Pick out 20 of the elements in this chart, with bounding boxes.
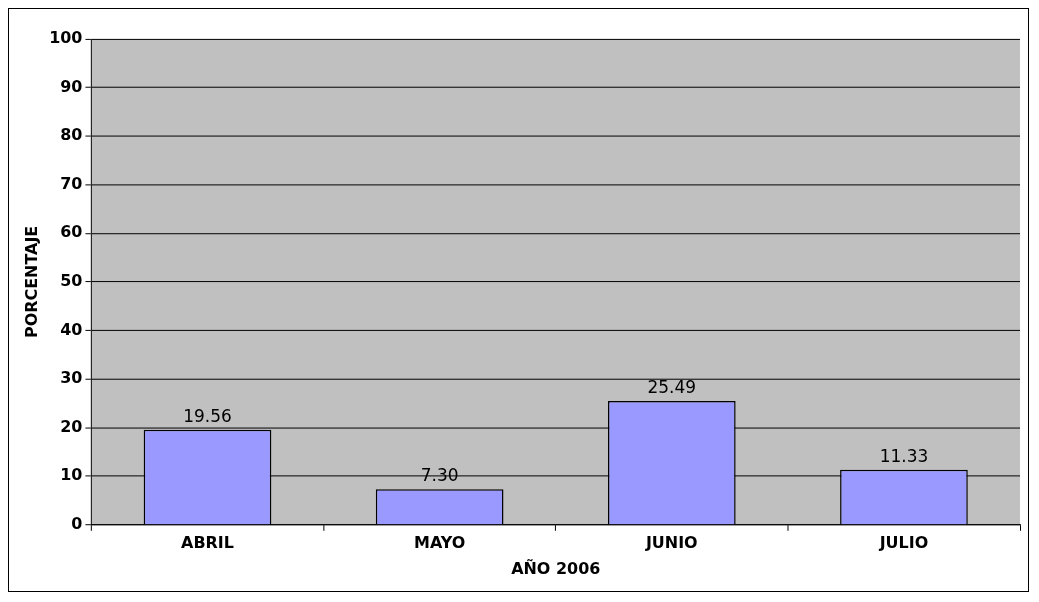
data-label: 19.56 (183, 405, 232, 426)
x-axis-title: AÑO 2006 (511, 558, 601, 578)
x-tick-label: JUNIO (644, 532, 698, 552)
y-tick-label: 40 (60, 319, 83, 339)
y-axis-title: PORCENTAJE (21, 225, 41, 338)
y-tick-label: 10 (60, 465, 83, 485)
y-tick-label: 20 (60, 416, 83, 436)
y-tick-label: 0 (71, 513, 83, 533)
y-tick-label: 80 (60, 125, 83, 145)
x-tick-label: MAYO (414, 532, 466, 552)
data-label: 25.49 (647, 376, 697, 397)
y-tick-label: 70 (60, 173, 83, 193)
y-tick-label: 100 (49, 28, 83, 48)
y-tick-label: 50 (60, 271, 83, 290)
x-tick-label: JULIO (878, 532, 929, 552)
data-label: 11.33 (879, 445, 929, 466)
x-tick-label: ABRIL (181, 532, 234, 552)
y-tick-label: 60 (60, 222, 83, 242)
y-tick-label: 30 (60, 368, 83, 388)
y-tick-label: 90 (60, 76, 83, 96)
